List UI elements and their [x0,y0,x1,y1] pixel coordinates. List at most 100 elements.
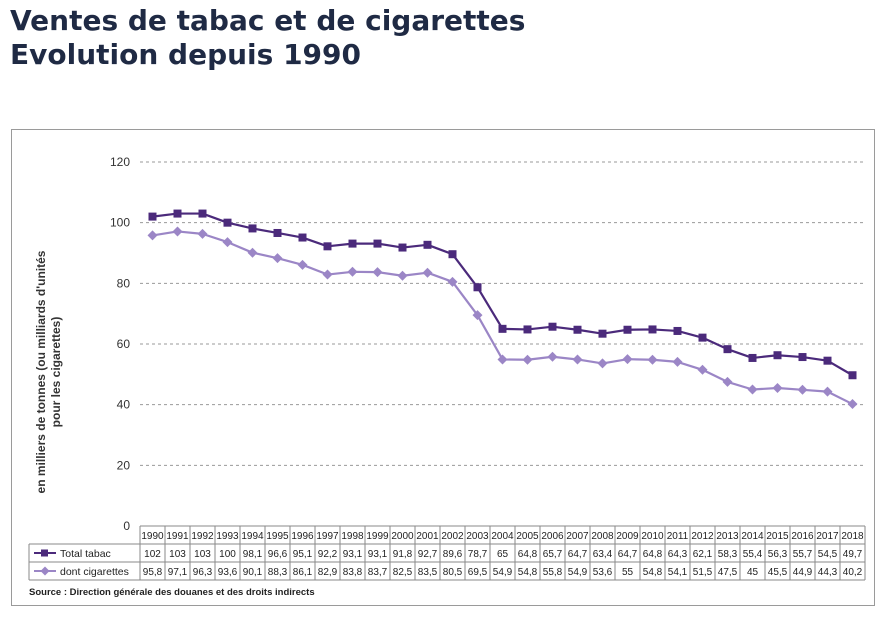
data-label: 51,5 [693,567,713,578]
data-label: 103 [194,549,211,560]
data-point-marker [272,253,283,264]
y-axis-label-line-1: en milliers de tonnes (ou milliards d'un… [34,250,48,493]
data-point-marker [572,354,583,365]
data-point-marker [197,228,208,239]
data-point-marker [373,239,382,248]
data-point-marker [247,247,258,258]
data-label: 103 [169,549,186,560]
data-label: 102 [144,549,161,560]
data-label: 96,6 [268,549,288,560]
legend-entry: dont cigarettes [60,566,129,578]
series-line-2 [152,230,853,406]
x-tick-label: 1992 [191,531,214,542]
data-label: 58,3 [718,549,738,560]
data-point-marker [773,351,782,360]
x-tick-label: 2011 [667,531,689,542]
data-point-marker [147,230,158,241]
data-point-marker [847,399,858,410]
data-label: 78,7 [468,549,488,560]
data-label: 54,5 [818,549,838,560]
data-point-marker [497,354,508,365]
y-tick-label: 0 [123,519,130,533]
data-point-marker [798,353,807,362]
data-point-marker [772,382,783,393]
data-label: 98,1 [243,549,263,560]
data-point-marker [548,322,557,331]
data-label: 92,7 [418,549,438,560]
data-label: 54,9 [493,567,513,578]
data-point-marker [347,266,358,277]
data-label: 83,8 [343,567,363,578]
data-label: 100 [219,549,236,560]
data-label: 82,9 [318,567,338,578]
data-label: 47,5 [718,567,738,578]
data-point-marker [322,269,333,280]
data-point-marker [748,353,757,362]
data-label: 55,8 [543,567,563,578]
data-point-marker [522,354,533,365]
data-point-marker [822,386,833,397]
y-tick-label: 120 [110,155,130,169]
x-tick-label: 2001 [416,531,439,542]
data-label: 88,3 [268,567,288,578]
x-tick-label: 2014 [741,531,764,542]
data-point-marker [447,276,458,287]
data-label: 64,8 [518,549,538,560]
title-line-1: Ventes de tabac et de cigarettes [10,4,526,37]
data-point-marker [672,356,683,367]
x-tick-label: 1993 [216,531,239,542]
data-table: 1990 1991 1992 1993 1994 1995 1996 1997 1998 1999… [28,525,866,581]
x-tick-label: 1994 [241,531,264,542]
x-tick-label: 2006 [541,531,564,542]
data-label: 63,4 [593,549,613,560]
data-label: 64,3 [668,549,688,560]
x-tick-label: 2012 [691,531,714,542]
data-label: 55,7 [793,549,813,560]
line-chart: 0 20 40 60 80 100 120 en milliers de tonnes (o… [28,155,866,598]
data-label: 54,9 [568,567,588,578]
data-label: 80,5 [443,567,463,578]
series-layer [147,209,858,410]
data-point-marker [573,325,582,334]
data-point-marker [297,259,308,270]
data-label: 55 [622,567,634,578]
data-label: 93,1 [343,549,363,560]
data-point-marker [423,240,432,249]
data-point-marker [823,356,832,365]
y-tick-label: 100 [110,216,130,230]
data-point-marker [523,325,532,334]
y-axis: 0 20 40 60 80 100 120 [110,155,130,533]
legend-key-marker [41,549,48,557]
data-point-marker [622,354,633,365]
data-point-marker [372,267,383,278]
data-label: 54,8 [518,567,538,578]
data-label: 64,7 [618,549,638,560]
x-tick-label: 2015 [766,531,789,542]
data-label: 97,1 [168,567,188,578]
x-tick-label: 1990 [141,531,164,542]
data-point-marker [298,233,307,242]
x-tick-label: 1996 [291,531,314,542]
x-tick-label: 1998 [341,531,364,542]
y-tick-label: 40 [117,398,131,412]
data-label: 93,1 [368,549,388,560]
data-label: 65,7 [543,549,563,560]
y-axis-label-line-2: pour les cigarettes) [49,317,63,428]
title-line-2: Evolution depuis 1990 [10,38,361,71]
data-label: 86,1 [293,567,313,578]
data-point-marker [198,209,207,218]
y-tick-label: 80 [117,276,131,290]
data-label: 54,1 [668,567,688,578]
data-point-marker [323,242,332,251]
x-tick-label: 2010 [641,531,664,542]
data-label: 45,5 [768,567,788,578]
data-label: 55,4 [743,549,763,560]
data-label: 40,2 [843,567,863,578]
data-point-marker [597,358,608,369]
data-label: 83,7 [368,567,388,578]
x-tick-label: 2003 [466,531,489,542]
data-point-marker [673,326,682,335]
data-point-marker [697,364,708,375]
x-tick-label: 2002 [441,531,464,542]
data-label: 91,8 [393,549,413,560]
